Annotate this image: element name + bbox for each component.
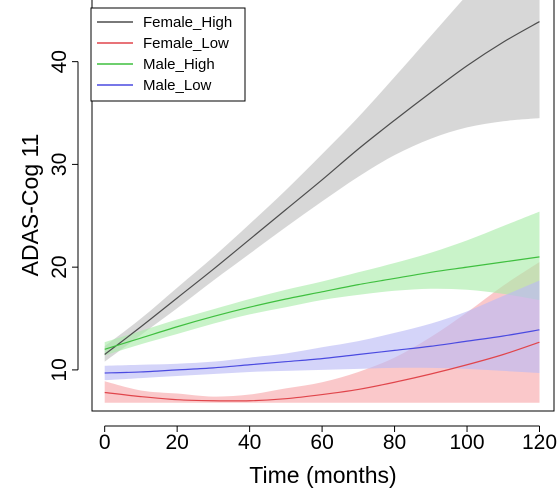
x-tick-label: 20 <box>165 431 188 454</box>
x-axis-label: Time (months) <box>249 462 396 488</box>
series-line-female-low <box>104 341 540 402</box>
y-tick-label: 40 <box>48 50 71 73</box>
plot-border <box>91 0 555 412</box>
confidence-band-female-high <box>104 0 540 362</box>
x-tick-label: 80 <box>383 431 406 454</box>
axes: 0 20 40 60 80 100 120 10 20 30 40 <box>48 0 557 454</box>
legend-label-female-high: Female_High <box>143 14 232 31</box>
y-axis-label: ADAS-Cog 11 <box>17 134 43 277</box>
confidence-band-male-low <box>104 280 540 381</box>
y-tick-label: 20 <box>48 255 71 278</box>
confidence-bands <box>104 0 540 403</box>
x-tick-label: 0 <box>99 431 111 454</box>
legend: Female_High Female_Low Male_High Male_Low <box>90 7 246 102</box>
x-tick-label: 60 <box>310 431 333 454</box>
series-lines <box>104 21 540 402</box>
series-line-female-high <box>104 21 540 355</box>
legend-label-female-low: Female_Low <box>143 35 229 52</box>
legend-label-male-high: Male_High <box>143 56 215 73</box>
x-tick-label: 120 <box>522 431 557 454</box>
x-tick-label: 40 <box>238 431 261 454</box>
x-tick-label: 100 <box>450 431 485 454</box>
confidence-band-male-high <box>104 211 540 356</box>
series-line-male-high <box>104 256 540 350</box>
y-tick-label: 30 <box>48 153 71 176</box>
y-tick-label: 10 <box>48 358 71 381</box>
legend-label-male-low: Male_Low <box>143 77 212 94</box>
series-line-male-low <box>104 329 540 374</box>
